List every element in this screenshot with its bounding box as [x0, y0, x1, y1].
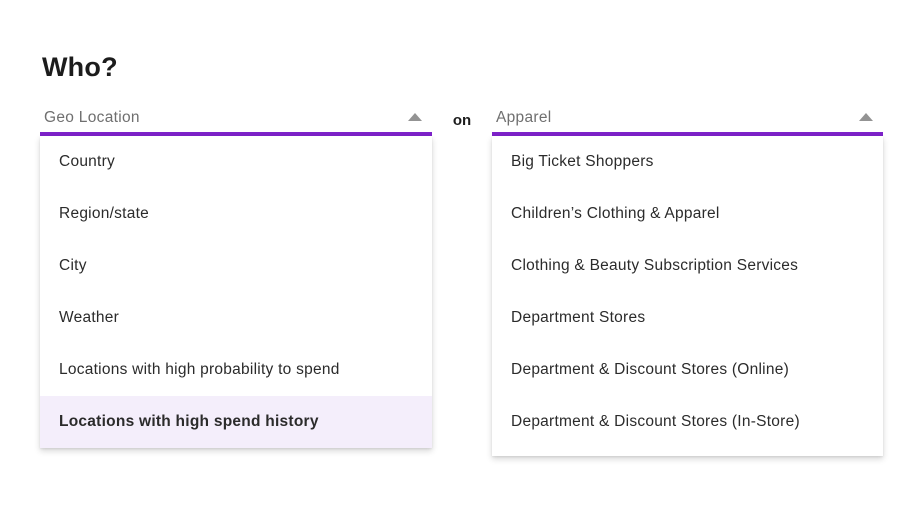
dropdown-option-country[interactable]: Country	[40, 136, 432, 188]
triangle-up-icon[interactable]	[859, 112, 873, 121]
dropdown-option-department-discount-online[interactable]: Department & Discount Stores (Online)	[492, 344, 883, 396]
dropdown-option-region-state[interactable]: Region/state	[40, 188, 432, 240]
geo-location-select-value: Geo Location	[44, 108, 140, 126]
connector-label: on	[452, 112, 472, 129]
apparel-select-value: Apparel	[496, 108, 552, 126]
dropdown-option-clothing-beauty-subscription[interactable]: Clothing & Beauty Subscription Services	[492, 240, 883, 292]
geo-location-dropdown: Country Region/state City Weather Locati…	[40, 136, 432, 448]
geo-location-select[interactable]: Geo Location	[40, 103, 432, 136]
geo-location-column: Geo Location Country Region/state City W…	[40, 103, 432, 448]
dropdown-option-childrens-clothing-apparel[interactable]: Children’s Clothing & Apparel	[492, 188, 883, 240]
apparel-select[interactable]: Apparel	[492, 103, 883, 136]
dropdown-option-city[interactable]: City	[40, 240, 432, 292]
apparel-dropdown: Big Ticket Shoppers Children’s Clothing …	[492, 136, 883, 456]
dropdown-option-department-discount-in-store[interactable]: Department & Discount Stores (In-Store)	[492, 396, 883, 448]
dropdown-option-high-spend-history[interactable]: Locations with high spend history	[40, 396, 432, 448]
dropdown-option-big-ticket-shoppers[interactable]: Big Ticket Shoppers	[492, 136, 883, 188]
dropdown-option-department-stores[interactable]: Department Stores	[492, 292, 883, 344]
dropdown-option-weather[interactable]: Weather	[40, 292, 432, 344]
selector-row: Geo Location Country Region/state City W…	[40, 103, 924, 456]
triangle-up-icon[interactable]	[408, 112, 422, 121]
apparel-column: Apparel Big Ticket Shoppers Children’s C…	[492, 103, 883, 456]
dropdown-option-high-probability-to-spend[interactable]: Locations with high probability to spend	[40, 344, 432, 396]
page-title: Who?	[42, 52, 118, 82]
